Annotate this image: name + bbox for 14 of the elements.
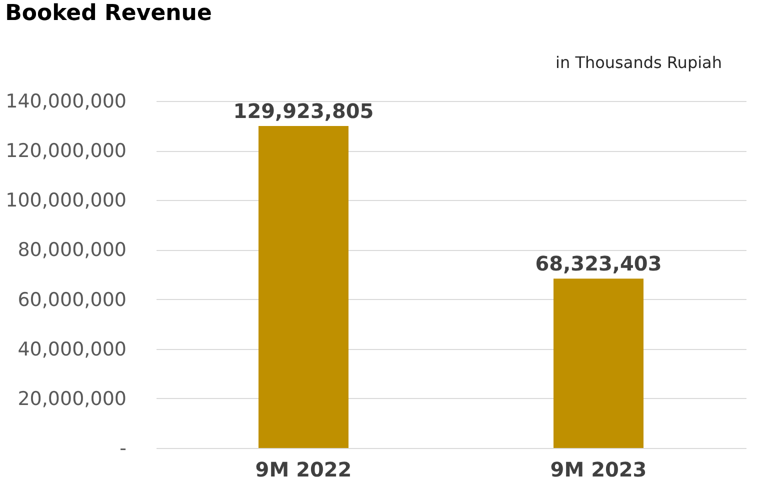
- y-tick-label: 100,000,000: [6, 190, 126, 212]
- data-label: 129,923,805: [233, 98, 374, 123]
- y-tick-label: 40,000,000: [18, 338, 126, 360]
- y-tick-label: 80,000,000: [18, 239, 126, 262]
- y-tick-label: 120,000,000: [6, 140, 126, 162]
- x-tick-label: 9M 2023: [550, 458, 647, 482]
- y-tick-label: 140,000,000: [6, 90, 126, 112]
- y-tick-label: 60,000,000: [18, 288, 126, 311]
- chart-title: Booked Revenue: [5, 1, 212, 26]
- data-label: 68,323,403: [535, 252, 662, 276]
- y-tick-label: -: [120, 438, 126, 460]
- text: in Thousands Rupiah: [556, 53, 722, 72]
- y-tick-label: 20,000,000: [18, 388, 126, 410]
- x-tick-label: 9M 2022: [255, 458, 352, 482]
